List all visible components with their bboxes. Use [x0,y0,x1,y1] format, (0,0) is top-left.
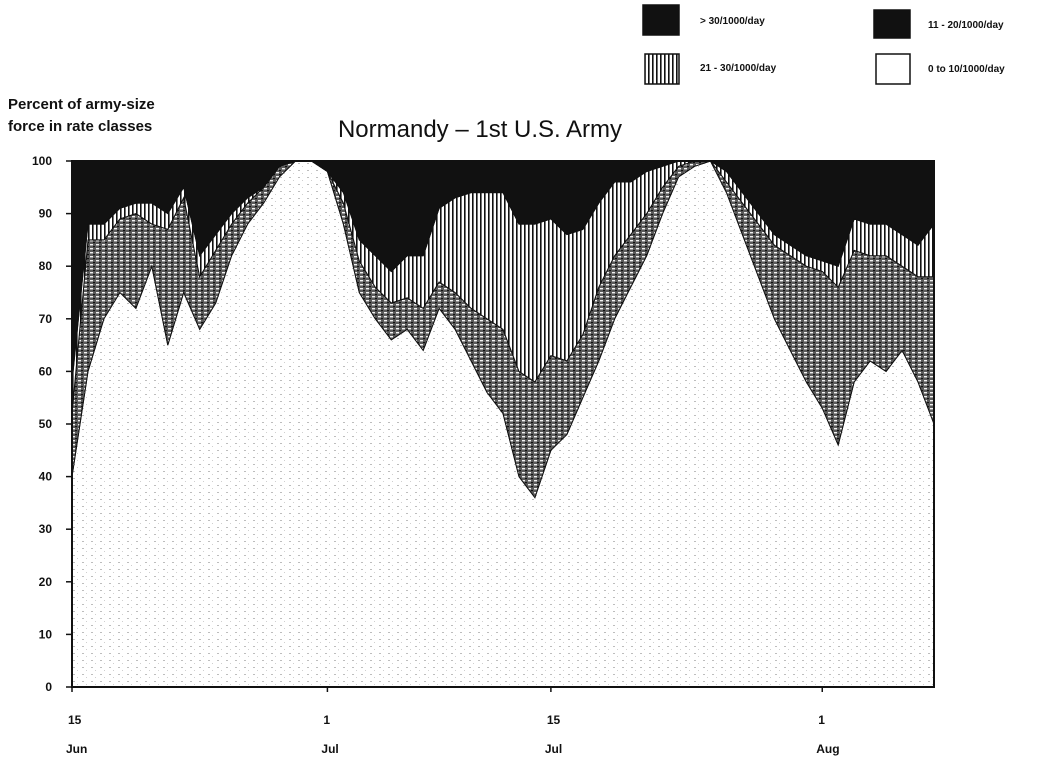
y-tick-label: 20 [39,575,53,589]
y-tick-label: 100 [32,154,52,168]
y-tick-label: 50 [39,417,53,431]
x-axis: 15 Jun 1 Jul 15 Jul 1 Aug [66,687,840,756]
x-tick-day-label: 15 [68,713,82,727]
legend-swatch-11-20 [873,9,911,39]
x-tick-month-label: Jun [66,742,87,756]
legend-label-0-10: 0 to 10/1000/day [928,64,1005,75]
y-tick-label: 70 [39,312,53,326]
x-tick-month-label: Aug [816,742,839,756]
legend: > 30/1000/day 11 - 20/1000/day 21 - 30/1… [642,4,1005,85]
chart-title: Normandy – 1st U.S. Army [338,116,622,143]
legend-swatch-gt30 [642,4,680,36]
legend-label-11-20: 11 - 20/1000/day [928,20,1004,31]
plot-area [71,160,935,688]
y-tick-label: 60 [39,364,53,378]
y-tick-label: 0 [45,680,52,694]
legend-swatch-0-10 [875,53,911,85]
legend-label-21-30: 21 - 30/1000/day [700,63,777,74]
y-tick-label: 80 [39,259,53,273]
x-tick-day-label: 15 [547,713,561,727]
x-tick-day-label: 1 [818,713,825,727]
y-tick-label: 30 [39,522,53,536]
x-tick-month-label: Jul [545,742,562,756]
y-axis-label-line-1: Percent of army-size [8,96,155,113]
y-tick-label: 90 [39,207,53,221]
legend-label-gt30: > 30/1000/day [700,16,765,27]
y-axis-label-line-2: force in rate classes [8,118,152,135]
y-axis: 0 10 20 30 40 50 60 70 80 90 100 [32,154,72,694]
legend-swatch-21-30 [644,53,680,85]
y-tick-label: 40 [39,470,53,484]
y-tick-label: 10 [39,627,53,641]
x-tick-month-label: Jul [321,742,338,756]
x-tick-day-label: 1 [323,713,330,727]
